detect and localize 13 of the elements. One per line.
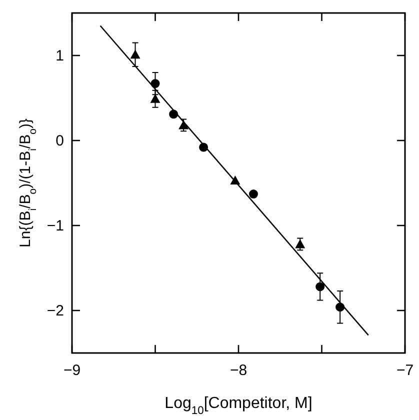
point — [150, 94, 160, 103]
x-tick-label: −8 — [230, 362, 248, 379]
point — [130, 50, 140, 59]
point — [295, 239, 306, 248]
y-tick-label: 0 — [56, 132, 64, 150]
y-tick-label: −1 — [46, 218, 64, 234]
y-tick-label: 1 — [56, 48, 64, 64]
x-tick-label: −9 — [63, 362, 81, 379]
x-tick-label: −7 — [396, 362, 414, 379]
point — [316, 282, 325, 292]
x-axis-title: Log$_{10}$[Competitor, M] — [164, 395, 312, 417]
point — [248, 190, 258, 199]
y-tick-label: −2 — [46, 302, 64, 320]
